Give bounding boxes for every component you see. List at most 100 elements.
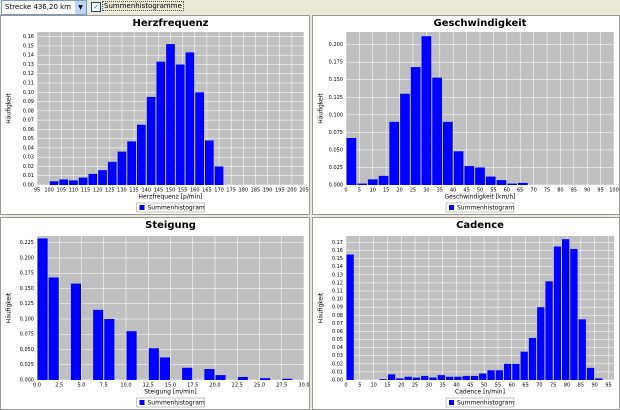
- bar: [346, 254, 354, 380]
- x-tick-label: 130: [117, 188, 127, 194]
- y-tick-label: 0.05: [23, 136, 34, 142]
- bar: [442, 121, 453, 185]
- x-tick-label: 90: [591, 383, 597, 389]
- y-tick-label: 0.200: [329, 42, 343, 48]
- y-tick-label: 0.150: [20, 286, 34, 292]
- x-tick-label: 205: [299, 188, 309, 194]
- checkbox[interactable]: ✓: [91, 2, 101, 12]
- y-tick-label: 0.200: [20, 255, 34, 261]
- bar: [357, 183, 367, 185]
- bar: [453, 151, 464, 185]
- y-tick-label: 0.08: [332, 313, 343, 319]
- bar: [429, 377, 437, 380]
- x-tick-label: 110: [69, 188, 79, 194]
- bar: [37, 238, 48, 380]
- x-tick-label: 80: [557, 188, 563, 194]
- x-tick-label: 90: [584, 188, 590, 194]
- bar: [410, 67, 421, 185]
- y-tick-label: 0.12: [332, 280, 343, 286]
- bar: [495, 370, 503, 380]
- x-tick-label: 160: [190, 188, 200, 194]
- x-tick-label: 105: [56, 188, 66, 194]
- chart-title: Steigung: [145, 220, 196, 231]
- y-tick-label: 0.125: [329, 95, 343, 101]
- bar: [595, 378, 603, 380]
- y-tick-label: 0.04: [23, 145, 34, 151]
- bar: [518, 182, 528, 185]
- x-tick-label: 150: [166, 188, 176, 194]
- x-tick-label: 115: [81, 188, 91, 194]
- x-tick-label: 17.5: [187, 383, 198, 389]
- bar: [93, 309, 104, 380]
- y-axis-label: Häufigkeit: [318, 93, 325, 124]
- y-tick-label: 0.02: [23, 164, 34, 170]
- legend-swatch: [139, 400, 145, 405]
- x-tick-label: 95: [34, 188, 40, 194]
- x-tick-label: 185: [251, 188, 261, 194]
- x-tick-label: 200: [287, 188, 297, 194]
- bar: [175, 64, 185, 185]
- bar: [496, 180, 507, 185]
- route-select[interactable]: Strecke 436,20 km ▼: [1, 0, 87, 15]
- y-tick-label: 0.14: [23, 53, 34, 59]
- x-axis-label: Steigung [m/min]: [144, 389, 197, 396]
- y-tick-label: 0.13: [23, 62, 34, 68]
- bar: [507, 183, 518, 185]
- x-tick-label: 5: [358, 188, 361, 194]
- bar: [237, 376, 248, 380]
- bar: [421, 375, 429, 380]
- bar: [104, 318, 115, 380]
- y-tick-label: 0.100: [20, 316, 34, 322]
- x-tick-label: 165: [202, 188, 212, 194]
- chart-title: Cadence: [456, 220, 504, 231]
- x-tick-label: 25: [412, 383, 418, 389]
- dropdown-arrow[interactable]: ▼: [75, 1, 86, 14]
- x-axis-label: Herzfrequenz [p/min]: [139, 194, 203, 201]
- bar: [412, 377, 421, 380]
- x-tick-label: 85: [571, 188, 577, 194]
- x-tick-label: 5.0: [78, 383, 86, 389]
- bar: [159, 357, 170, 380]
- bar: [528, 337, 537, 380]
- legend-label: Summenhistogram: [148, 399, 205, 406]
- x-tick-label: 75: [550, 383, 556, 389]
- y-tick-label: 0.07: [23, 118, 34, 124]
- bar: [214, 166, 224, 185]
- legend: [445, 202, 515, 213]
- bar: [49, 181, 59, 185]
- bar: [503, 363, 512, 380]
- bar: [421, 36, 432, 185]
- plot-area: [346, 236, 614, 380]
- x-tick-label: 20.0: [209, 383, 220, 389]
- bar: [545, 281, 553, 380]
- y-tick-label: 0.175: [20, 271, 34, 277]
- x-tick-label: 10.0: [120, 383, 131, 389]
- bar: [445, 376, 454, 380]
- x-tick-label: 70: [536, 383, 542, 389]
- x-tick-label: 40: [450, 188, 456, 194]
- legend-swatch: [449, 205, 454, 210]
- bar: [166, 44, 175, 186]
- charts: Herzfrequenz0.000.010.020.030.040.050.06…: [0, 15, 620, 410]
- bar: [462, 375, 470, 380]
- x-tick-label: 70: [530, 188, 536, 194]
- x-axis-label: Cadence [n/min]: [455, 389, 505, 396]
- y-tick-label: 0.01: [23, 173, 34, 179]
- x-tick-label: 20: [398, 383, 404, 389]
- x-tick-label: 25: [410, 188, 416, 194]
- checkbox-label[interactable]: Summenhistogramme: [102, 1, 184, 11]
- bar: [485, 176, 496, 185]
- bar: [117, 151, 127, 185]
- bar: [156, 61, 166, 185]
- x-tick-label: 170: [214, 188, 224, 194]
- x-tick-label: 30.0: [298, 383, 309, 389]
- legend: [136, 397, 205, 408]
- y-tick-label: 0.125: [20, 301, 34, 307]
- y-tick-label: 0.225: [20, 240, 34, 246]
- route-select-text: Strecke 436,20 km: [5, 3, 71, 11]
- bar: [404, 376, 412, 380]
- y-tick-label: 0.00: [23, 183, 34, 189]
- x-tick-label: 75: [544, 188, 550, 194]
- x-tick-label: 50: [477, 188, 483, 194]
- bar: [475, 167, 485, 185]
